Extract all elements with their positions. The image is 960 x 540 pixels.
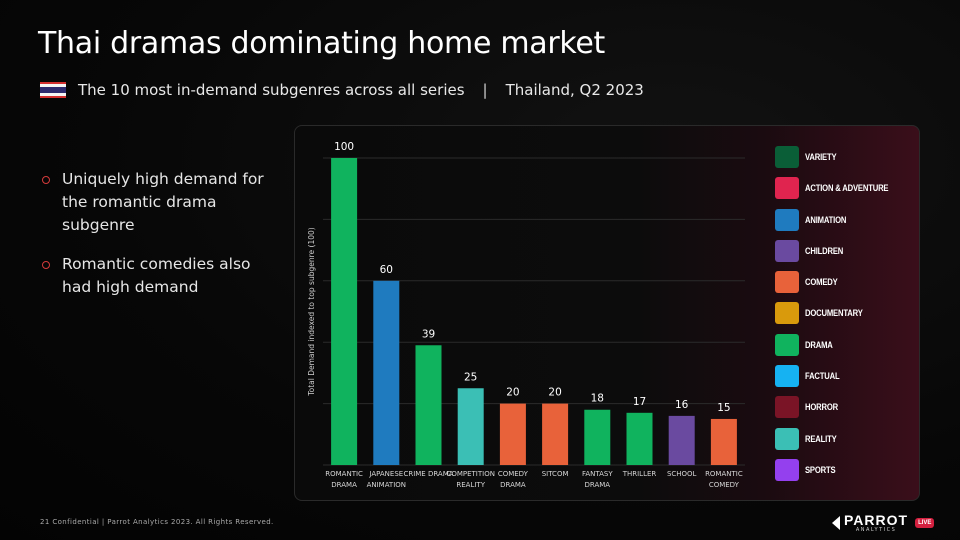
legend-label: ACTION & ADVENTURE bbox=[805, 183, 889, 194]
data-label: 39 bbox=[422, 328, 435, 340]
bar bbox=[415, 345, 442, 465]
x-tick-label: SITCOM bbox=[542, 470, 569, 478]
data-label: 100 bbox=[334, 141, 354, 153]
x-tick-label: JAPANESE bbox=[368, 470, 403, 478]
legend-swatch bbox=[775, 396, 799, 419]
legend-label: REALITY bbox=[805, 433, 837, 444]
data-label: 20 bbox=[506, 387, 519, 399]
legend-item: ANIMATION bbox=[775, 208, 915, 231]
bar bbox=[457, 388, 484, 465]
legend-item: HORROR bbox=[775, 396, 915, 419]
legend-item: COMEDY bbox=[775, 271, 915, 294]
legend-label: DRAMA bbox=[805, 339, 833, 350]
x-tick-label: CRIME DRAMA bbox=[403, 470, 453, 478]
bullet-list: Uniquely high demand for the romantic dr… bbox=[42, 168, 282, 315]
bar bbox=[626, 412, 653, 465]
live-badge: LIVE bbox=[915, 518, 935, 528]
legend-swatch bbox=[775, 146, 799, 168]
legend-item: REALITY bbox=[775, 427, 915, 450]
legend-item: SPORTS bbox=[775, 458, 915, 481]
x-tick-label: ROMANTIC bbox=[325, 470, 363, 478]
footer-text: 21 Confidential | Parrot Analytics 2023.… bbox=[40, 518, 274, 526]
subtitle-row: The 10 most in-demand subgenres across a… bbox=[40, 80, 644, 100]
subtitle: The 10 most in-demand subgenres across a… bbox=[78, 81, 465, 99]
legend-swatch bbox=[775, 177, 799, 200]
legend-label: ANIMATION bbox=[805, 214, 847, 225]
parrot-logo-icon bbox=[832, 516, 840, 530]
parrot-logo: PARROT ANALYTICS LIVE bbox=[832, 510, 935, 536]
data-label: 17 bbox=[633, 396, 646, 408]
legend-label: SPORTS bbox=[805, 464, 836, 475]
x-tick-label: THRILLER bbox=[622, 470, 657, 478]
x-tick-label: SCHOOL bbox=[667, 470, 697, 478]
chart-legend: VARIETY ACTION & ADVENTURE ANIMATION CHILDR… bbox=[775, 146, 915, 490]
legend-item: FACTUAL bbox=[775, 365, 915, 388]
data-label: 18 bbox=[591, 393, 604, 405]
bar bbox=[373, 280, 400, 465]
legend-item: VARIETY bbox=[775, 146, 915, 168]
legend-swatch bbox=[775, 365, 799, 388]
x-tick-label: FANTASY bbox=[582, 470, 613, 478]
list-item: Romantic comedies also had high demand bbox=[42, 253, 282, 299]
y-axis-label: Total Demand indexed to top subgenre (10… bbox=[307, 227, 316, 396]
legend-label: HORROR bbox=[805, 402, 838, 413]
legend-label: VARIETY bbox=[805, 152, 837, 162]
x-tick-label: DRAMA bbox=[500, 481, 526, 489]
bullet-circle-icon bbox=[42, 176, 50, 184]
legend-swatch bbox=[775, 239, 799, 262]
bar bbox=[499, 403, 526, 465]
region-label: Thailand, Q2 2023 bbox=[505, 81, 644, 99]
logo-name: PARROT bbox=[844, 512, 909, 528]
bar bbox=[331, 158, 358, 465]
legend-label: FACTUAL bbox=[805, 371, 840, 382]
x-tick-label: COMEDY bbox=[498, 470, 529, 478]
bar bbox=[584, 409, 611, 465]
legend-label: DOCUMENTARY bbox=[805, 308, 863, 319]
legend-item: DRAMA bbox=[775, 333, 915, 356]
x-tick-label: COMEDY bbox=[709, 481, 740, 489]
x-tick-label: ANIMATION bbox=[367, 481, 406, 489]
bar bbox=[542, 403, 569, 465]
legend-swatch bbox=[775, 458, 799, 481]
legend-swatch bbox=[775, 333, 799, 356]
bar bbox=[668, 415, 695, 465]
thailand-flag-icon bbox=[40, 81, 66, 99]
legend-label: CHILDREN bbox=[805, 245, 844, 256]
legend-label: COMEDY bbox=[805, 277, 838, 288]
list-item: Uniquely high demand for the romantic dr… bbox=[42, 168, 282, 237]
legend-item: DOCUMENTARY bbox=[775, 302, 915, 325]
legend-swatch bbox=[775, 302, 799, 325]
x-tick-label: COMPETITION bbox=[446, 470, 495, 478]
page-title: Thai dramas dominating home market bbox=[38, 26, 606, 61]
x-tick-label: DRAMA bbox=[331, 481, 357, 489]
x-tick-label: ROMANTIC bbox=[705, 470, 743, 478]
data-label: 15 bbox=[717, 402, 730, 414]
legend-swatch bbox=[775, 208, 799, 231]
data-label: 16 bbox=[675, 399, 689, 411]
data-label: 60 bbox=[380, 264, 393, 276]
bullet-text: Uniquely high demand for the romantic dr… bbox=[62, 170, 264, 234]
data-label: 20 bbox=[548, 387, 561, 399]
bullet-text: Romantic comedies also had high demand bbox=[62, 255, 251, 296]
bar-chart: Total Demand indexed to top subgenre (10… bbox=[307, 141, 745, 489]
data-label: 25 bbox=[464, 371, 477, 383]
legend-item: ACTION & ADVENTURE bbox=[775, 177, 915, 200]
chart-panel: Total Demand indexed to top subgenre (10… bbox=[294, 125, 920, 501]
subtitle-separator: | bbox=[482, 81, 488, 99]
legend-swatch bbox=[775, 427, 799, 450]
x-tick-label: DRAMA bbox=[585, 481, 611, 489]
legend-swatch bbox=[775, 271, 799, 294]
logo-sub: ANALYTICS bbox=[855, 527, 897, 533]
bullet-circle-icon bbox=[42, 261, 50, 269]
bar bbox=[710, 418, 737, 465]
legend-item: CHILDREN bbox=[775, 239, 915, 262]
x-tick-label: REALITY bbox=[456, 481, 485, 489]
